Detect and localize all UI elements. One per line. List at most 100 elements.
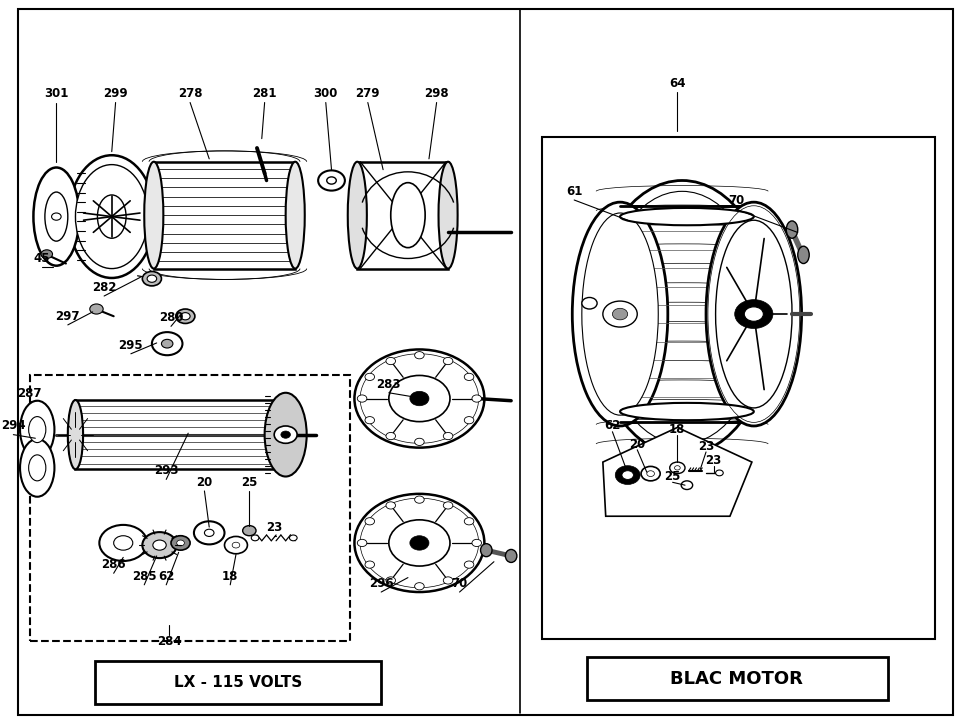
Ellipse shape [620,208,754,225]
Text: 25: 25 [241,476,257,489]
Text: 23: 23 [706,454,722,467]
Circle shape [647,471,655,477]
Text: 23: 23 [266,521,282,534]
Ellipse shape [265,393,307,477]
Circle shape [443,357,453,365]
Circle shape [364,501,475,585]
Circle shape [365,561,375,568]
Circle shape [386,577,395,584]
Ellipse shape [67,400,83,469]
Ellipse shape [45,192,67,241]
Bar [94,661,381,704]
Text: 70: 70 [451,577,468,590]
Circle shape [386,502,395,509]
Circle shape [465,518,474,525]
Circle shape [675,466,681,470]
Circle shape [410,536,429,550]
Circle shape [51,213,61,220]
Ellipse shape [318,170,345,191]
Text: 62: 62 [158,570,174,583]
Ellipse shape [225,536,248,554]
Circle shape [143,271,161,286]
Ellipse shape [29,455,46,481]
Text: 295: 295 [119,339,144,352]
Ellipse shape [75,165,148,269]
Text: 286: 286 [101,558,126,571]
Bar [542,137,935,639]
Text: 287: 287 [17,387,41,400]
Text: 296: 296 [369,577,393,590]
Ellipse shape [348,162,367,269]
Ellipse shape [390,183,425,248]
Ellipse shape [582,213,658,415]
Text: 301: 301 [44,87,68,100]
Circle shape [612,308,628,320]
Circle shape [281,431,290,438]
Circle shape [386,432,395,440]
Circle shape [582,297,597,309]
Text: 284: 284 [157,635,181,648]
Circle shape [147,275,157,282]
Text: 18: 18 [669,423,685,436]
Ellipse shape [715,220,792,408]
Circle shape [175,309,195,323]
Ellipse shape [20,401,54,458]
Text: 20: 20 [629,438,645,451]
Circle shape [252,535,259,541]
Circle shape [114,536,133,550]
Circle shape [243,526,256,536]
Circle shape [161,339,173,348]
Ellipse shape [20,439,54,497]
Circle shape [415,583,424,590]
Circle shape [171,536,190,550]
Text: 298: 298 [424,87,449,100]
Text: LX - 115 VOLTS: LX - 115 VOLTS [174,675,302,690]
Text: 18: 18 [222,570,238,583]
Circle shape [153,540,166,550]
Text: 61: 61 [566,185,582,198]
Ellipse shape [573,202,668,426]
Circle shape [152,332,182,355]
Circle shape [361,354,479,443]
Text: 294: 294 [1,419,26,432]
Circle shape [443,502,453,509]
Circle shape [355,494,484,592]
Circle shape [443,432,453,440]
Ellipse shape [798,246,809,264]
Circle shape [615,466,640,484]
Circle shape [386,357,395,365]
Text: 70: 70 [729,194,745,207]
Circle shape [465,373,474,380]
Ellipse shape [787,221,798,238]
Ellipse shape [145,162,163,269]
Text: 278: 278 [177,87,202,100]
Circle shape [365,373,375,380]
Text: 283: 283 [377,378,401,391]
Text: 64: 64 [669,77,685,90]
Text: 280: 280 [159,311,183,324]
Text: 282: 282 [92,281,117,294]
Circle shape [274,426,297,443]
Bar [30,375,350,641]
Text: BLAC MOTOR: BLAC MOTOR [670,670,803,687]
Circle shape [415,352,424,359]
Circle shape [410,391,429,406]
Ellipse shape [505,549,517,562]
Ellipse shape [481,544,492,557]
Ellipse shape [601,191,763,444]
Circle shape [364,357,475,440]
Ellipse shape [591,180,773,455]
Circle shape [358,395,367,402]
Circle shape [176,540,184,546]
Circle shape [355,349,484,448]
Bar [154,162,295,269]
Circle shape [602,301,637,327]
Circle shape [670,462,685,474]
Text: 25: 25 [664,470,681,483]
Circle shape [415,438,424,445]
Circle shape [41,250,52,258]
Circle shape [289,535,297,541]
Ellipse shape [285,162,305,269]
Bar [75,400,285,469]
Text: 293: 293 [154,464,178,477]
